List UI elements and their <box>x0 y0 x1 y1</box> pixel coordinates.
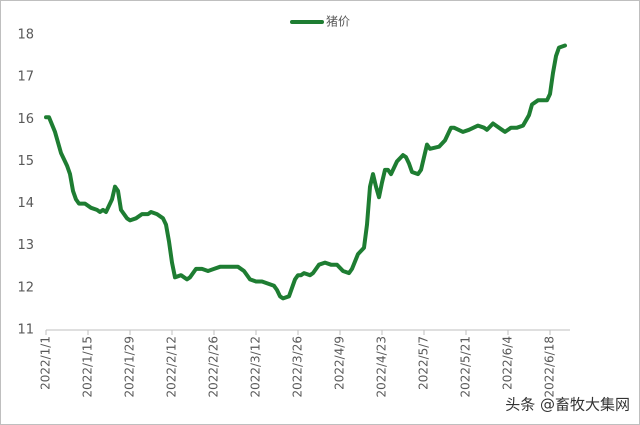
x-tick-label: 2022/6/18 <box>543 336 557 398</box>
x-tick-label: 2022/2/12 <box>165 336 179 398</box>
watermark: 头条 @畜牧大集网 <box>505 396 630 414</box>
x-tick-label: 2022/3/12 <box>249 336 263 398</box>
x-tick-label: 2022/6/4 <box>501 336 515 390</box>
y-tick-label: 16 <box>17 112 34 127</box>
y-tick-label: 14 <box>17 196 34 211</box>
x-tick-label: 2022/2/26 <box>207 336 221 398</box>
legend-label: 猪价 <box>326 15 350 29</box>
x-tick-label: 2022/5/21 <box>459 336 473 398</box>
y-tick-label: 17 <box>17 70 34 85</box>
y-tick-label: 15 <box>17 154 34 169</box>
x-tick-label: 2022/1/29 <box>123 336 137 398</box>
y-tick-label: 18 <box>17 28 34 43</box>
x-tick-label: 2022/3/26 <box>291 336 305 398</box>
y-tick-label: 12 <box>17 280 34 295</box>
y-tick-label: 11 <box>17 323 34 338</box>
x-tick-label: 2022/4/23 <box>375 336 389 398</box>
x-tick-label: 2022/1/1 <box>39 336 53 390</box>
x-tick-label: 2022/4/9 <box>333 336 347 390</box>
x-tick-label: 2022/5/7 <box>417 336 431 390</box>
x-tick-label: 2022/1/15 <box>81 336 95 398</box>
y-tick-label: 13 <box>17 238 34 253</box>
line <box>44 43 567 301</box>
